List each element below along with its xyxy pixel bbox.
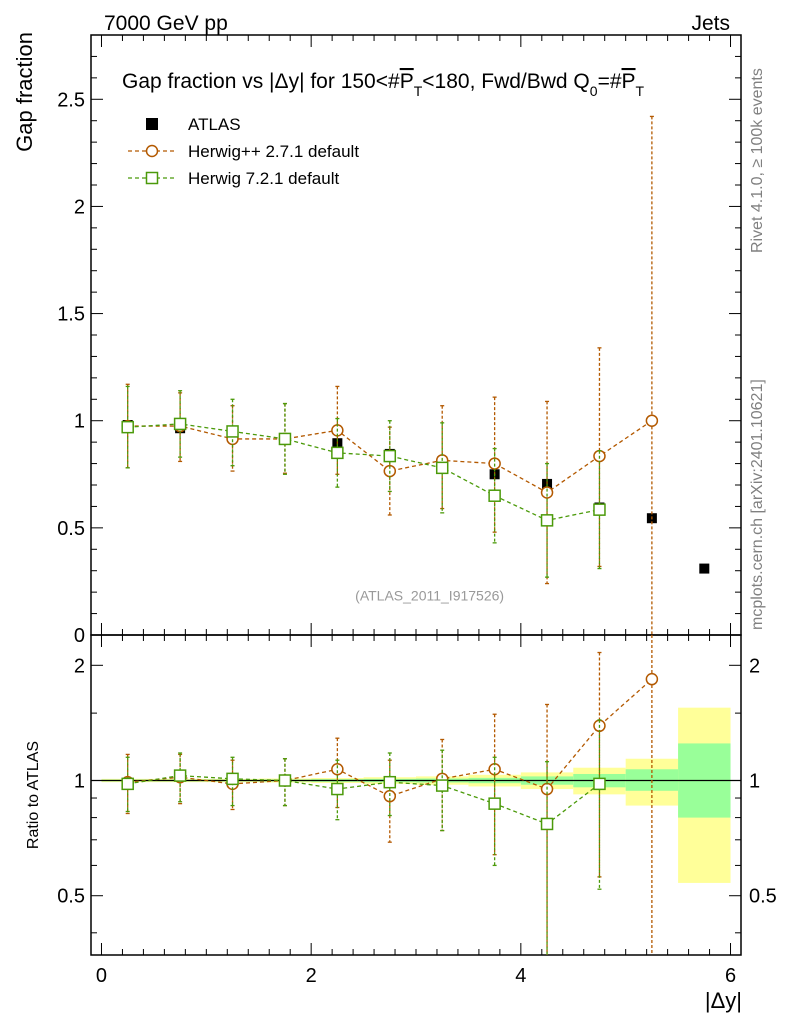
herwigpp-top-point: [645, 414, 659, 427]
header-left-label: 7000 GeV pp: [104, 12, 228, 35]
herwig7-top-point: [488, 489, 501, 502]
herwig7-top-point: [383, 449, 397, 463]
x-tick-label: 2: [306, 965, 317, 987]
header-right-label: Jets: [691, 12, 730, 35]
bottom-ylabel: Ratio to ATLAS: [25, 741, 42, 849]
herwigpp-ratio-line: [127, 678, 653, 797]
x-tick-label: 0: [96, 965, 107, 987]
y-tick-label: 0: [74, 625, 85, 647]
herwigpp-ratio-point: [331, 763, 344, 776]
herwig7-ratio-point: [540, 817, 554, 831]
y-tick-label: 1.5: [57, 304, 85, 326]
herwig7-ratio-point: [488, 797, 501, 810]
y-tick-label: 0.5: [57, 518, 85, 540]
herwig7-ratio-point: [435, 779, 449, 792]
ratio-y-tick-label-right: 1: [749, 771, 760, 793]
y-tick-label: 1: [74, 411, 85, 433]
ratio-y-tick-label: 0.5: [57, 886, 85, 908]
herwig7-top-point: [226, 425, 239, 438]
x-tick-label: 6: [725, 965, 736, 987]
y-tick-label: 2: [74, 196, 85, 218]
ratio-y-tick-label: 2: [74, 655, 85, 677]
herwig7-ratio-point: [226, 772, 239, 786]
legend-marker: [145, 171, 159, 185]
legend-label-atlas: ATLAS: [188, 115, 241, 134]
legend-marker: [145, 144, 159, 158]
ratio-y-tick-label-right: 0.5: [749, 886, 777, 908]
x-axis-label: |Δy|: [705, 988, 742, 1013]
herwig7-top-point: [121, 420, 134, 434]
legend-label: Herwig++ 2.7.1 default: [188, 142, 359, 161]
herwig7-ratio-point: [383, 775, 397, 789]
herwigpp-top-point: [540, 486, 554, 499]
top-ylabel: Gap fraction: [12, 32, 37, 152]
legend-label: Herwig 7.2.1 default: [188, 169, 339, 188]
rivet-label: Rivet 4.1.0, ≥ 100k events: [749, 68, 766, 253]
herwig7-ratio-point: [593, 777, 606, 791]
herwig7-top-point: [540, 514, 554, 527]
top-panel: 0 0.5 1 1.5 2 2.5 Gap fraction vs |Δy| for 150…: [57, 34, 742, 647]
herwig7-ratio-point: [331, 782, 344, 796]
y-tick-label: 2.5: [57, 89, 85, 111]
analysis-watermark: (ATLAS_2011_I917526): [355, 588, 504, 604]
herwig7-ratio-point: [278, 774, 292, 787]
chart-title: Gap fraction vs |Δy| for 150<#PT<180, Fw…: [122, 70, 645, 99]
atlas-point: [699, 563, 710, 574]
herwig7-ratio-line: [127, 774, 600, 825]
herwig7-top-point: [593, 503, 606, 516]
herwig7-top-point: [173, 417, 187, 431]
herwig7-top-point: [435, 461, 449, 475]
ratio-y-tick-label-right: 2: [749, 655, 760, 677]
herwig7-top-point: [278, 432, 292, 446]
herwigpp-top-line: [127, 420, 653, 494]
herwig7-ratio-point: [121, 777, 134, 791]
ratio-y-tick-label: 1: [74, 771, 85, 793]
herwigpp-ratio-point: [645, 672, 659, 686]
arxiv-label: mcplots.cern.ch [arXiv:2401.10621]: [749, 379, 766, 630]
ratio-panel: 0 2 4 6 0.5 0.5 1 1 2 2: [57, 634, 777, 987]
herwig7-top-point: [331, 446, 344, 460]
herwig7-top-line: [127, 423, 600, 522]
x-tick-label: 4: [515, 965, 526, 987]
legend-marker-atlas: [146, 118, 158, 130]
herwig7-ratio-point: [173, 769, 187, 782]
